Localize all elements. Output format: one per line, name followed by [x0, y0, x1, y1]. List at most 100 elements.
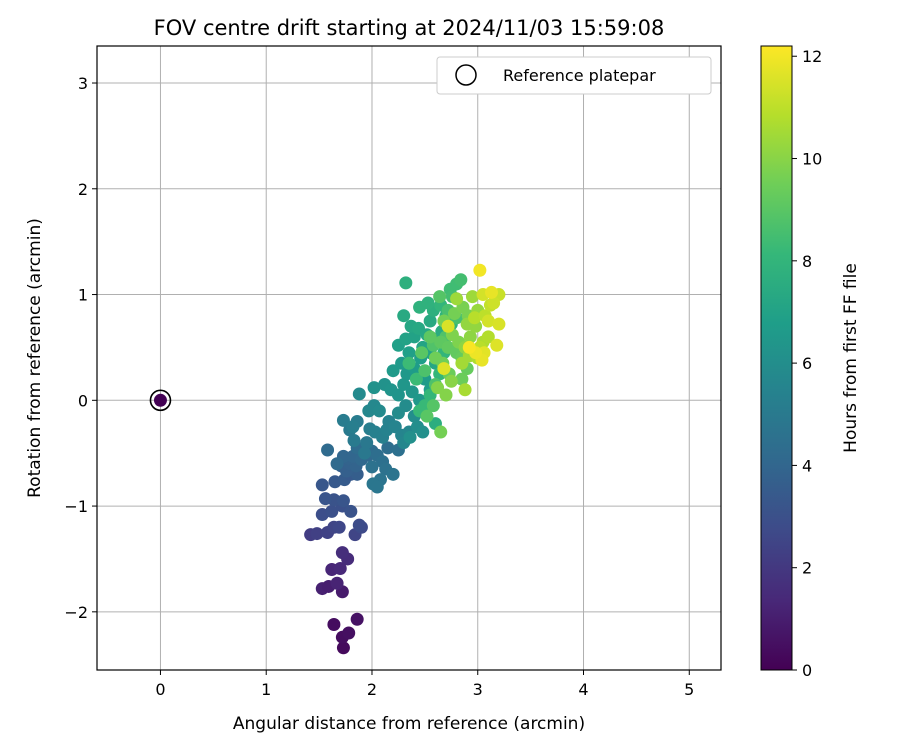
data-point: [402, 346, 416, 360]
data-point: [352, 518, 366, 532]
y-tick-label: 0: [78, 391, 88, 410]
y-tick-label: 3: [78, 74, 88, 93]
y-tick-label: 1: [78, 286, 88, 305]
data-point: [405, 385, 419, 399]
y-tick-label: 2: [78, 180, 88, 199]
data-point: [444, 374, 458, 388]
data-point: [330, 457, 344, 471]
data-point: [455, 372, 469, 386]
y-tick-label: −1: [64, 497, 88, 516]
colorbar-ticks: 0 2 4 6 8 10 12: [792, 47, 822, 680]
data-point: [332, 520, 346, 534]
x-tick-label: 5: [684, 680, 694, 699]
data-point: [402, 356, 416, 370]
data-point: [336, 641, 350, 655]
data-point: [321, 443, 335, 457]
data-point: [487, 296, 501, 310]
data-point: [431, 381, 445, 395]
data-point: [439, 388, 453, 402]
data-point: [342, 626, 356, 640]
scatter-points: [153, 263, 506, 655]
colorbar: 0 2 4 6 8 10 12 Hours from first FF file: [760, 45, 861, 680]
colorbar-bar: [760, 45, 793, 671]
x-axis-label: Angular distance from reference (arcmin): [233, 714, 585, 734]
data-point: [370, 480, 384, 494]
data-point: [454, 273, 468, 287]
x-tick-label: 2: [367, 680, 377, 699]
y-axis-ticks: −2 −1 0 1 2 3: [64, 74, 97, 622]
data-point: [423, 314, 437, 328]
data-point: [347, 433, 361, 447]
colorbar-tick-label: 12: [802, 47, 822, 66]
data-point: [434, 425, 448, 439]
x-tick-label: 3: [473, 680, 483, 699]
reference-marker: [149, 389, 172, 412]
data-point: [420, 409, 434, 423]
legend: Reference platepar: [436, 56, 712, 95]
data-point: [428, 351, 442, 365]
x-tick-label: 4: [578, 680, 588, 699]
data-point: [153, 393, 167, 407]
data-point: [350, 612, 364, 626]
data-point: [492, 317, 506, 331]
data-point: [450, 292, 464, 306]
data-point: [325, 504, 339, 518]
data-point: [458, 383, 472, 397]
colorbar-label: Hours from first FF file: [841, 263, 861, 453]
data-point: [426, 399, 440, 413]
data-point: [409, 372, 423, 386]
data-point: [358, 446, 372, 460]
data-point: [333, 561, 347, 575]
data-point: [335, 546, 349, 560]
data-point: [399, 276, 413, 290]
data-point: [421, 296, 435, 310]
data-point: [344, 504, 358, 518]
data-point: [360, 436, 374, 450]
data-point: [441, 319, 455, 333]
colorbar-tick-label: 6: [802, 354, 812, 373]
data-point: [462, 340, 476, 354]
x-tick-label: 1: [261, 680, 271, 699]
data-point: [415, 346, 429, 360]
grid-lines: [97, 46, 721, 670]
data-point: [365, 460, 379, 474]
reference-point-circle: [149, 389, 172, 412]
data-point: [437, 362, 451, 376]
colorbar-tick-label: 2: [802, 559, 812, 578]
data-point: [336, 494, 350, 508]
data-point: [473, 263, 487, 277]
data-point: [433, 290, 447, 304]
data-point: [391, 388, 405, 402]
data-point: [352, 387, 366, 401]
data-point: [330, 576, 344, 590]
plot-frame: [96, 45, 722, 671]
colorbar-tick-label: 0: [802, 661, 812, 680]
data-point: [346, 420, 360, 434]
data-point: [484, 285, 498, 299]
data-point: [367, 381, 381, 395]
data-point: [481, 330, 495, 344]
y-tick-label: −2: [64, 603, 88, 622]
y-axis-label: Rotation from reference (arcmin): [25, 218, 45, 498]
data-point: [416, 425, 430, 439]
colorbar-tick-label: 10: [802, 150, 822, 169]
chart-title: FOV centre drift starting at 2024/11/03 …: [154, 16, 665, 40]
legend-box: [436, 56, 712, 95]
data-point: [397, 377, 411, 391]
legend-marker: [455, 64, 477, 86]
data-point: [403, 430, 417, 444]
data-point: [386, 364, 400, 378]
data-point: [465, 290, 479, 304]
data-point: [310, 527, 324, 541]
data-point: [481, 314, 495, 328]
data-point: [381, 441, 395, 455]
x-tick-label: 0: [155, 680, 165, 699]
data-point: [490, 338, 504, 352]
data-point: [336, 413, 350, 427]
data-point: [318, 492, 332, 506]
data-point: [397, 309, 411, 323]
data-point: [327, 618, 341, 632]
x-axis-ticks: 0 1 2 3 4 5: [155, 670, 694, 699]
data-point: [423, 330, 437, 344]
